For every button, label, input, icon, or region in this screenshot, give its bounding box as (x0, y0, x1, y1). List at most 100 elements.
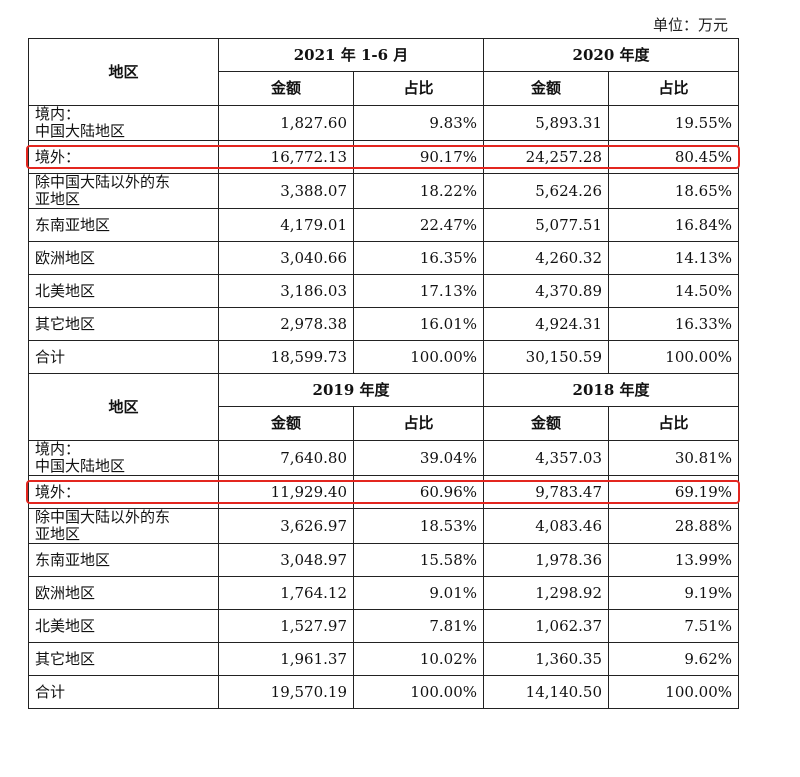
table-row: 境外： 16,772.13 90.17% 24,257.28 80.45% (26, 140, 740, 174)
amount-cell: 3,040.66 (218, 241, 354, 275)
share-cell: 10.02% (352, 642, 485, 676)
region-header: 地区 (28, 373, 219, 441)
amount-cell: 1,360.35 (483, 642, 610, 676)
share-cell: 18.65% (608, 173, 740, 209)
region-cell: 合计 (28, 340, 219, 374)
amount-cell: 4,924.31 (483, 307, 610, 341)
share-cell: 22.47% (352, 208, 485, 242)
amount-cell: 3,048.97 (218, 543, 354, 577)
share-cell: 90.17% (352, 140, 485, 174)
amount-cell: 11,929.40 (218, 475, 354, 509)
share-cell: 16.01% (352, 307, 485, 341)
amount-header: 金额 (218, 71, 354, 106)
share-cell: 9.83% (352, 105, 485, 141)
table-row: 东南亚地区 3,048.97 15.58% 1,978.36 13.99% (28, 543, 740, 577)
table-body: 地区 2021 年 1-6 月 2020 年度 金额 占比 金额 占比 境内： 中国大陆地区 1,… (26, 38, 740, 709)
share-cell: 60.96% (352, 475, 485, 509)
amount-cell: 5,893.31 (483, 105, 610, 141)
share-cell: 7.81% (352, 609, 485, 643)
amount-cell: 9,783.47 (483, 475, 610, 509)
amount-cell: 4,357.03 (483, 440, 610, 476)
table-row: 欧洲地区 1,764.12 9.01% 1,298.92 9.19% (28, 576, 740, 610)
share-cell: 69.19% (608, 475, 740, 509)
amount-cell: 24,257.28 (483, 140, 610, 174)
share-cell: 100.00% (352, 675, 485, 709)
amount-cell: 18,599.73 (218, 340, 354, 374)
amount-cell: 7,640.80 (218, 440, 354, 476)
share-cell: 9.01% (352, 576, 485, 610)
share-cell: 19.55% (608, 105, 740, 141)
region-cell: 欧洲地区 (28, 241, 219, 275)
region-revenue-table: 地区 2021 年 1-6 月 2020 年度 金额 占比 金额 占比 境内： 中国大陆地区 1,… (26, 38, 740, 709)
table-row: 境外： 11,929.40 60.96% 9,783.47 69.19% (26, 475, 740, 509)
amount-header: 金额 (483, 71, 610, 106)
total-row: 合计 18,599.73 100.00% 30,150.59 100.00% (28, 340, 740, 374)
share-header: 占比 (352, 71, 485, 106)
share-cell: 9.62% (608, 642, 740, 676)
region-cell: 东南亚地区 (28, 208, 219, 242)
table-row: 欧洲地区 3,040.66 16.35% 4,260.32 14.13% (28, 241, 740, 275)
total-row: 合计 19,570.19 100.00% 14,140.50 100.00% (28, 675, 740, 709)
region-cell: 境内： 中国大陆地区 (28, 105, 219, 141)
amount-cell: 19,570.19 (218, 675, 354, 709)
period-header: 2020 年度 (483, 38, 740, 72)
table-row: 东南亚地区 4,179.01 22.47% 5,077.51 16.84% (28, 208, 740, 242)
share-cell: 16.33% (608, 307, 740, 341)
region-header: 地区 (28, 38, 219, 106)
header-row-columns: 金额 占比 金额 占比 (29, 406, 740, 441)
share-cell: 7.51% (608, 609, 740, 643)
header-row-periods: 地区 2021 年 1-6 月 2020 年度 (28, 38, 740, 106)
table-row: 境内： 中国大陆地区 7,640.80 39.04% 4,357.03 30.81% (28, 440, 740, 476)
amount-cell: 16,772.13 (218, 140, 354, 174)
amount-cell: 2,978.38 (218, 307, 354, 341)
amount-cell: 1,961.37 (218, 642, 354, 676)
amount-header: 金额 (483, 406, 610, 441)
share-cell: 18.53% (352, 508, 485, 544)
amount-cell: 14,140.50 (483, 675, 610, 709)
amount-cell: 3,388.07 (218, 173, 354, 209)
amount-cell: 4,260.32 (483, 241, 610, 275)
share-header: 占比 (608, 406, 740, 441)
region-cell: 境外： (26, 140, 740, 174)
share-cell: 100.00% (608, 340, 740, 374)
share-cell: 14.50% (608, 274, 740, 308)
region-cell: 欧洲地区 (28, 576, 219, 610)
amount-cell: 1,298.92 (483, 576, 610, 610)
table-row: 北美地区 3,186.03 17.13% 4,370.89 14.50% (28, 274, 740, 308)
region-cell: 其它地区 (28, 307, 219, 341)
share-header: 占比 (608, 71, 740, 106)
period-header: 2018 年度 (483, 373, 740, 407)
amount-cell: 1,978.36 (483, 543, 610, 577)
region-cell: 合计 (28, 675, 219, 709)
table-row: 其它地区 2,978.38 16.01% 4,924.31 16.33% (28, 307, 740, 341)
amount-cell: 3,626.97 (218, 508, 354, 544)
share-cell: 14.13% (608, 241, 740, 275)
share-header: 占比 (352, 406, 485, 441)
amount-cell: 30,150.59 (483, 340, 610, 374)
amount-cell: 4,370.89 (483, 274, 610, 308)
period-header: 2019 年度 (217, 373, 485, 407)
share-cell: 100.00% (608, 675, 740, 709)
table-row: 其它地区 1,961.37 10.02% 1,360.35 9.62% (28, 642, 740, 676)
amount-cell: 4,083.46 (483, 508, 610, 544)
share-cell: 100.00% (352, 340, 485, 374)
table-row: 境内： 中国大陆地区 1,827.60 9.83% 5,893.31 19.55% (28, 105, 740, 141)
region-cell: 东南亚地区 (28, 543, 219, 577)
amount-cell: 1,764.12 (218, 576, 354, 610)
amount-cell: 1,062.37 (483, 609, 610, 643)
share-cell: 13.99% (608, 543, 740, 577)
table-row: 除中国大陆以外的东 亚地区 3,388.07 18.22% 5,624.26 18.65% (28, 173, 740, 209)
share-cell: 16.35% (352, 241, 485, 275)
region-cell: 北美地区 (28, 274, 219, 308)
table-row: 除中国大陆以外的东 亚地区 3,626.97 18.53% 4,083.46 28.88% (28, 508, 740, 544)
amount-cell: 4,179.01 (218, 208, 354, 242)
table-row: 北美地区 1,527.97 7.81% 1,062.37 7.51% (28, 609, 740, 643)
share-cell: 28.88% (608, 508, 740, 544)
share-cell: 16.84% (608, 208, 740, 242)
amount-cell: 1,527.97 (218, 609, 354, 643)
amount-cell: 1,827.60 (218, 105, 354, 141)
share-cell: 15.58% (352, 543, 485, 577)
region-cell: 其它地区 (28, 642, 219, 676)
header-row-columns: 金额 占比 金额 占比 (29, 71, 740, 106)
amount-header: 金额 (218, 406, 354, 441)
